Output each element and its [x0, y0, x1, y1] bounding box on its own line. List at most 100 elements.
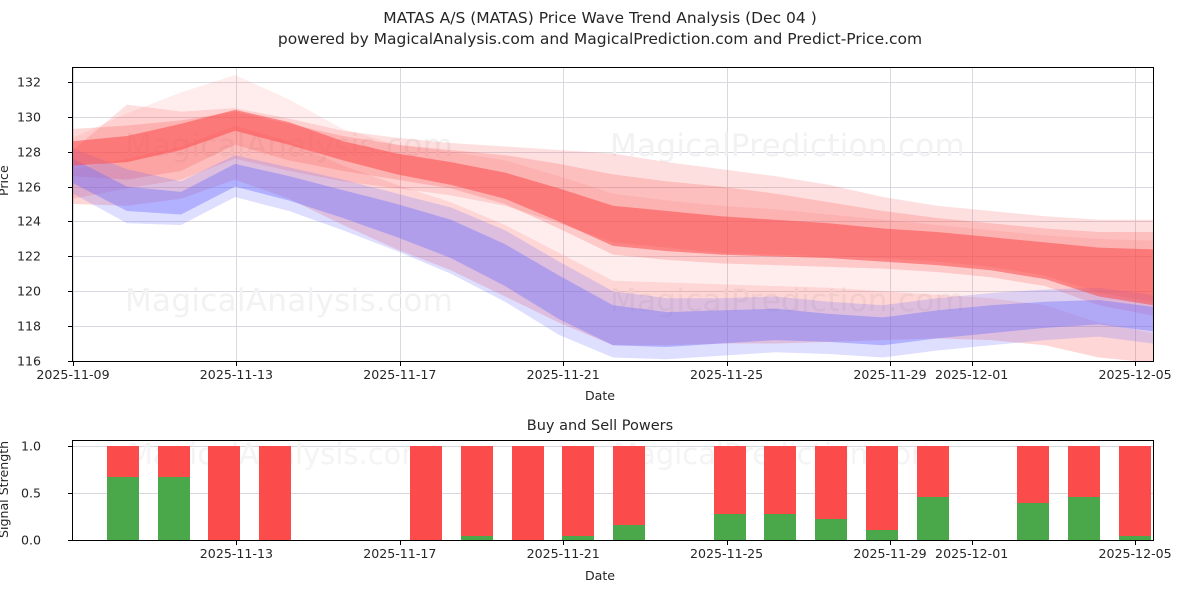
price-wave-bands [73, 74, 1153, 361]
gridline-h [73, 361, 1153, 362]
bars-x-tickmark [399, 541, 401, 545]
bars-x-tick: 2025-12-01 [935, 546, 1009, 561]
table-row [916, 445, 949, 540]
gridline-v [971, 68, 973, 361]
table-row [1067, 445, 1100, 540]
gridline-h [73, 326, 1153, 328]
buy-power-segment [460, 535, 493, 540]
price-y-tick: 130 [16, 109, 41, 125]
buy-power-segment [865, 529, 898, 540]
gridline-h [73, 81, 1153, 83]
price-x-tickmark [73, 362, 74, 366]
price-x-tick: 2025-11-09 [36, 367, 110, 382]
bars-x-tick: 2025-11-13 [199, 546, 273, 561]
price-y-tick: 118 [16, 318, 41, 334]
buy-power-segment [1017, 503, 1050, 540]
bars-y-tick: 0.0 [20, 532, 41, 548]
buy-power-segment [1118, 536, 1151, 540]
gridline-v [1135, 68, 1137, 361]
price-x-tick: 2025-11-29 [853, 367, 927, 382]
price-x-tickmark [890, 362, 892, 366]
price-x-tickmark [563, 362, 565, 366]
price-x-tickmark [1135, 362, 1137, 366]
price-y-tickmark [68, 361, 72, 362]
gridline-v [890, 68, 892, 361]
price-chart-plot-area: MagicalAnalysis.com MagicalPrediction.co… [72, 67, 1154, 362]
table-row [815, 445, 848, 540]
price-x-tick: 2025-11-17 [363, 367, 437, 382]
wave-band [73, 125, 1153, 361]
price-x-tickmark [399, 362, 401, 366]
gridline-h [73, 492, 1153, 494]
bars-y-tick: 1.0 [20, 438, 41, 454]
price-x-tick: 2025-11-13 [199, 367, 273, 382]
gridline-v [236, 68, 238, 361]
bars-y-tickmark [68, 492, 72, 494]
wave-band [73, 158, 1153, 348]
price-y-tick: 126 [16, 179, 41, 195]
bars-chart-title: Buy and Sell Powers [526, 418, 674, 434]
buy-power-segment [562, 535, 595, 540]
buy-power-segment [1067, 497, 1100, 540]
table-row [460, 445, 493, 540]
table-row [157, 445, 190, 540]
buy-power-segment [713, 513, 746, 540]
bars-y-tickmark [68, 445, 72, 447]
bars-x-tick: 2025-11-17 [363, 546, 437, 561]
table-row [764, 445, 797, 540]
gridline-h [73, 291, 1153, 293]
price-y-tick: 128 [16, 144, 41, 160]
price-y-tickmark [68, 256, 72, 258]
price-x-tickmark [236, 362, 238, 366]
bars-x-tick: 2025-11-29 [853, 546, 927, 561]
buy-power-segment [815, 519, 848, 540]
bars-x-tick: 2025-12-05 [1098, 546, 1172, 561]
price-y-tickmark [68, 326, 72, 328]
bars-x-tickmark [890, 541, 892, 545]
table-row [107, 445, 140, 540]
price-y-tickmark [68, 151, 72, 153]
bars-x-tickmark [971, 541, 973, 545]
price-y-tick: 120 [16, 283, 41, 299]
price-y-tickmark [68, 186, 72, 188]
price-y-tickmark [68, 81, 72, 83]
bars-x-tick: 2025-11-21 [526, 546, 600, 561]
price-y-tickmark [68, 116, 72, 118]
buy-power-segment [107, 476, 140, 540]
gridline-v [73, 68, 74, 361]
buy-power-segment [613, 524, 646, 540]
bars-x-tickmark [563, 541, 565, 545]
bars-x-tickmark [726, 541, 728, 545]
wave-band [73, 109, 1153, 306]
gridline-v [399, 68, 401, 361]
price-x-tick: 2025-12-05 [1098, 367, 1172, 382]
price-y-tick: 124 [16, 213, 41, 229]
page-title: MATAS A/S (MATAS) Price Wave Trend Analy… [383, 9, 817, 27]
gridline-h [73, 116, 1153, 118]
bars-y-tick: 0.5 [20, 485, 41, 501]
table-row [713, 445, 746, 540]
bars-y-tickmark [68, 540, 72, 541]
table-row [258, 445, 291, 540]
table-row [1118, 445, 1151, 540]
gridline-h [73, 256, 1153, 258]
table-row [865, 445, 898, 540]
gridline-v [726, 68, 728, 361]
price-x-tick: 2025-11-25 [690, 367, 764, 382]
gridline-h [73, 445, 1153, 447]
price-x-tickmark [971, 362, 973, 366]
bars-chart-plot-area: MagicalAnalysis.com MagicalPrediction.co… [72, 440, 1154, 541]
price-x-axis-label: Date [584, 388, 616, 403]
table-row [511, 445, 544, 540]
gridline-h [73, 151, 1153, 153]
price-y-tick: 132 [16, 74, 41, 90]
table-row [562, 445, 595, 540]
page-subtitle: powered by MagicalAnalysis.com and Magic… [277, 30, 923, 48]
table-row [410, 445, 443, 540]
price-x-tickmark [726, 362, 728, 366]
table-row [613, 445, 646, 540]
table-row [1017, 445, 1050, 540]
buy-power-segment [157, 476, 190, 540]
buy-power-segment [764, 513, 797, 540]
